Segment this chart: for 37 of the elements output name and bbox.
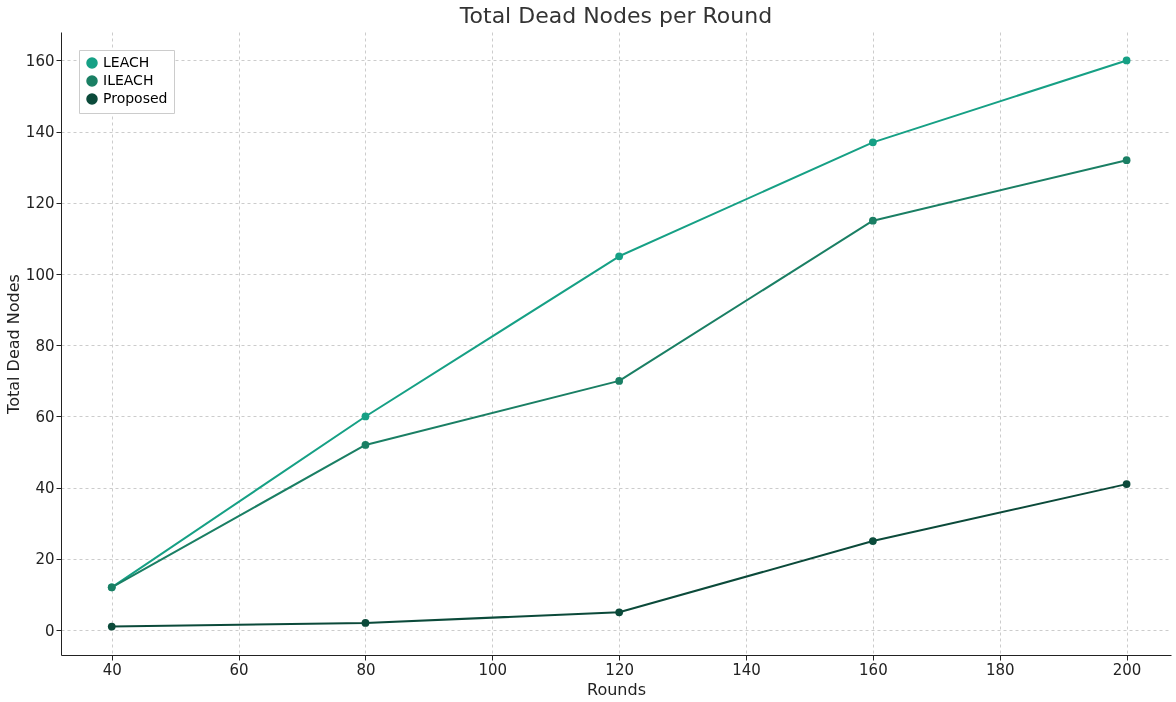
y-tick-label: 20 xyxy=(35,550,55,569)
y-axis-title: Total Dead Nodes xyxy=(3,274,23,415)
point xyxy=(615,252,624,261)
point xyxy=(869,138,877,147)
point xyxy=(1122,480,1131,488)
y-tick-label: 160 xyxy=(25,51,55,70)
point xyxy=(107,622,116,631)
x-tick-label: 100 xyxy=(478,660,508,679)
point xyxy=(869,216,877,225)
y-tick-label: 120 xyxy=(25,194,55,213)
point xyxy=(615,608,624,617)
x-tick-label: 120 xyxy=(605,660,634,679)
point xyxy=(615,377,624,385)
x-tick-label: 140 xyxy=(732,660,761,679)
point xyxy=(361,441,370,449)
y-tick-label: 80 xyxy=(35,336,55,355)
point xyxy=(361,412,370,421)
x-tick-label: 200 xyxy=(1112,660,1142,679)
y-tick-label: 100 xyxy=(25,265,55,284)
legend-label: Proposed xyxy=(103,90,168,106)
point xyxy=(361,619,370,627)
x-tick-label: 80 xyxy=(356,660,376,679)
y-tick-label: 60 xyxy=(35,407,55,426)
chart-title: Total Dead Nodes per Round xyxy=(458,3,773,28)
legend-label: LEACH xyxy=(103,54,150,70)
legend-label: ILEACH xyxy=(103,72,154,88)
x-axis-title: Rounds xyxy=(587,679,646,699)
y-tick-label: 0 xyxy=(44,621,55,640)
point xyxy=(869,537,877,545)
x-tick-label: 40 xyxy=(102,660,122,679)
point xyxy=(1122,156,1131,165)
x-tick-label: 60 xyxy=(229,660,249,679)
point xyxy=(1122,56,1131,65)
y-tick-label: 140 xyxy=(25,123,55,142)
x-tick-label: 180 xyxy=(985,660,1015,679)
x-tick-label: 160 xyxy=(859,660,888,679)
y-tick-label: 40 xyxy=(35,479,55,498)
